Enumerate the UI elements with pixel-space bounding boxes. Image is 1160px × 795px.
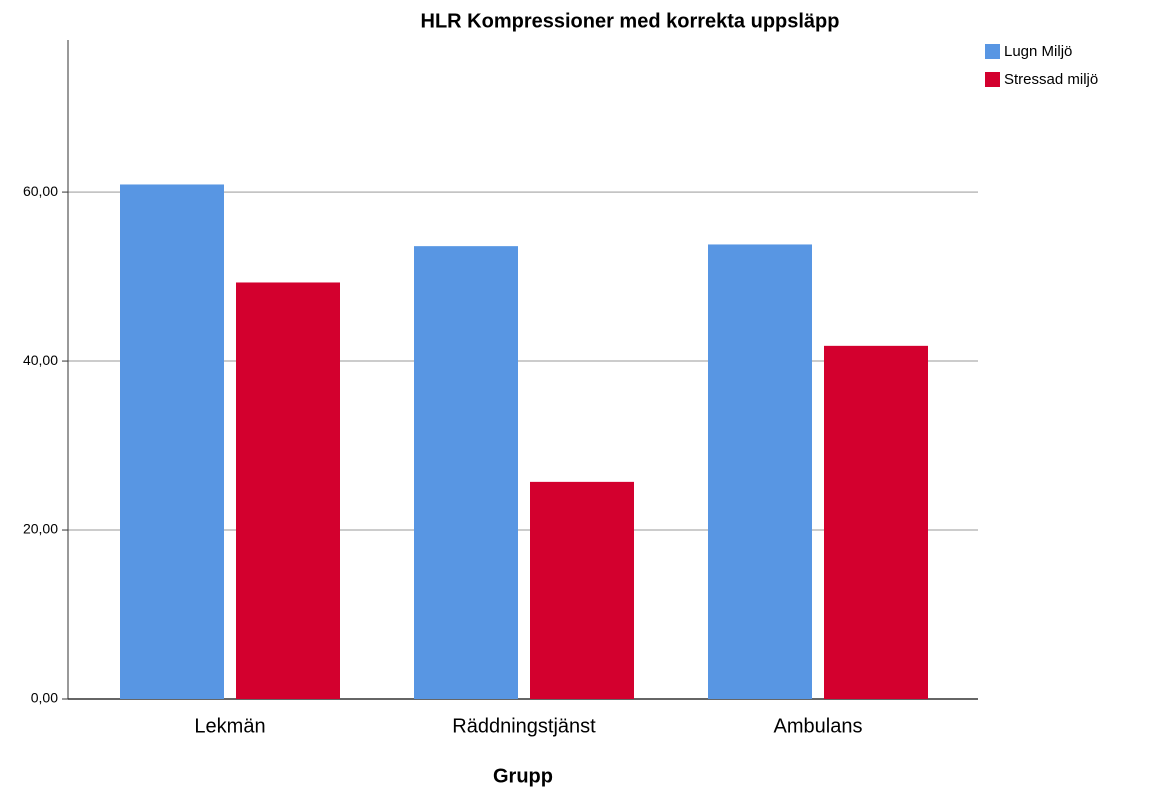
y-tick-label: 60,00: [23, 183, 58, 199]
bar: [414, 246, 518, 699]
y-tick-label: 0,00: [31, 690, 58, 706]
bar: [236, 282, 340, 699]
bar: [530, 481, 634, 699]
x-tick-label: Lekmän: [194, 715, 265, 737]
y-tick-label: 40,00: [23, 352, 58, 368]
chart-title: HLR Kompressioner med korrekta uppsläpp: [421, 10, 840, 32]
x-tick-label: Räddningstjänst: [452, 715, 596, 737]
bar: [824, 345, 928, 699]
legend-swatch: [985, 72, 1000, 87]
x-tick-label: Ambulans: [774, 715, 863, 737]
bar: [120, 184, 224, 699]
legend-label: Lugn Miljö: [1004, 43, 1072, 60]
y-tick-label: 20,00: [23, 521, 58, 537]
x-axis-title: Grupp: [493, 765, 553, 787]
legend-label: Stressad miljö: [1004, 71, 1098, 88]
bar: [708, 244, 812, 699]
legend-swatch: [985, 44, 1000, 59]
